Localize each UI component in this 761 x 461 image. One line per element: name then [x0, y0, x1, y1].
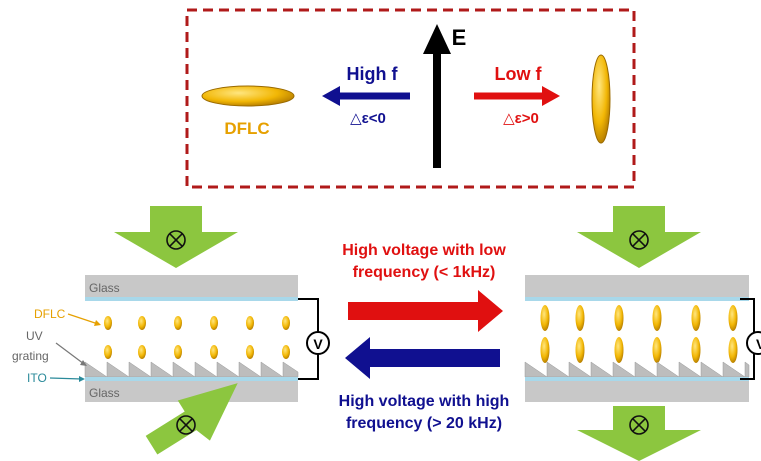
left-glass-top [85, 275, 298, 297]
high-freq-caption-line1: High voltage with high [339, 393, 510, 410]
left-glass-top-label: Glass [89, 281, 120, 295]
ito-side-label: ITO [27, 371, 47, 385]
right-lc-row-1 [540, 305, 738, 331]
right-cell: V [524, 206, 761, 461]
uv-side-label-line1: UV [26, 329, 43, 343]
inset-dflc-label: DFLC [224, 119, 269, 138]
left-glass-bottom-label: Glass [89, 386, 120, 400]
right-lc-row-2 [540, 337, 738, 363]
left-ito-bottom [85, 377, 298, 381]
right-voltage-symbol: V [756, 336, 761, 352]
left-top-light-symbol-icon [166, 230, 186, 250]
left-bottom-light-symbol-icon [176, 415, 196, 435]
low-f-arrowhead [542, 86, 560, 106]
high-f-label: High f [347, 64, 399, 84]
high-freq-caption-line2: frequency (> 20 kHz) [346, 415, 502, 432]
right-incoming-light-arrow [577, 206, 701, 268]
low-freq-switch-arrow [348, 290, 503, 332]
high-freq-switch-arrow [345, 337, 500, 379]
left-lc-row-2 [104, 345, 290, 359]
left-voltage-source [306, 331, 330, 355]
left-glass-bottom [85, 381, 298, 402]
dflc-side-label: DFLC [34, 307, 66, 321]
low-freq-caption-line2: frequency (< 1kHz) [353, 264, 496, 281]
neg-anisotropy-label: △ε<0 [350, 110, 386, 127]
right-ito-bottom [525, 377, 749, 381]
left-lc-row-1 [104, 316, 290, 330]
uv-side-label-line2: grating [12, 349, 49, 363]
right-top-light-symbol-icon [629, 230, 649, 250]
pos-anisotropy-label: △ε>0 [503, 110, 539, 127]
right-glass-bottom [525, 381, 749, 402]
electric-field-arrowhead [423, 24, 451, 54]
dflc-horizontal-molecule [201, 85, 295, 107]
dflc-vertical-molecule [591, 54, 611, 144]
left-ito-top [85, 297, 298, 301]
right-glass-top [525, 275, 749, 297]
left-voltage-symbol: V [313, 336, 323, 352]
right-bottom-light-symbol-icon [629, 415, 649, 435]
right-voltage-source [746, 331, 761, 355]
low-f-label: Low f [495, 64, 543, 84]
left-cell: Glass Glass V [84, 206, 330, 455]
right-ito-top [525, 297, 749, 301]
left-uv-grating [84, 361, 299, 378]
high-f-arrowhead [322, 86, 340, 106]
low-freq-caption-line1: High voltage with low [342, 242, 506, 259]
electric-field-label: E [452, 25, 467, 50]
left-incoming-light-arrow [114, 206, 238, 268]
right-uv-grating [524, 361, 750, 378]
inset-dashed-border [185, 8, 636, 189]
